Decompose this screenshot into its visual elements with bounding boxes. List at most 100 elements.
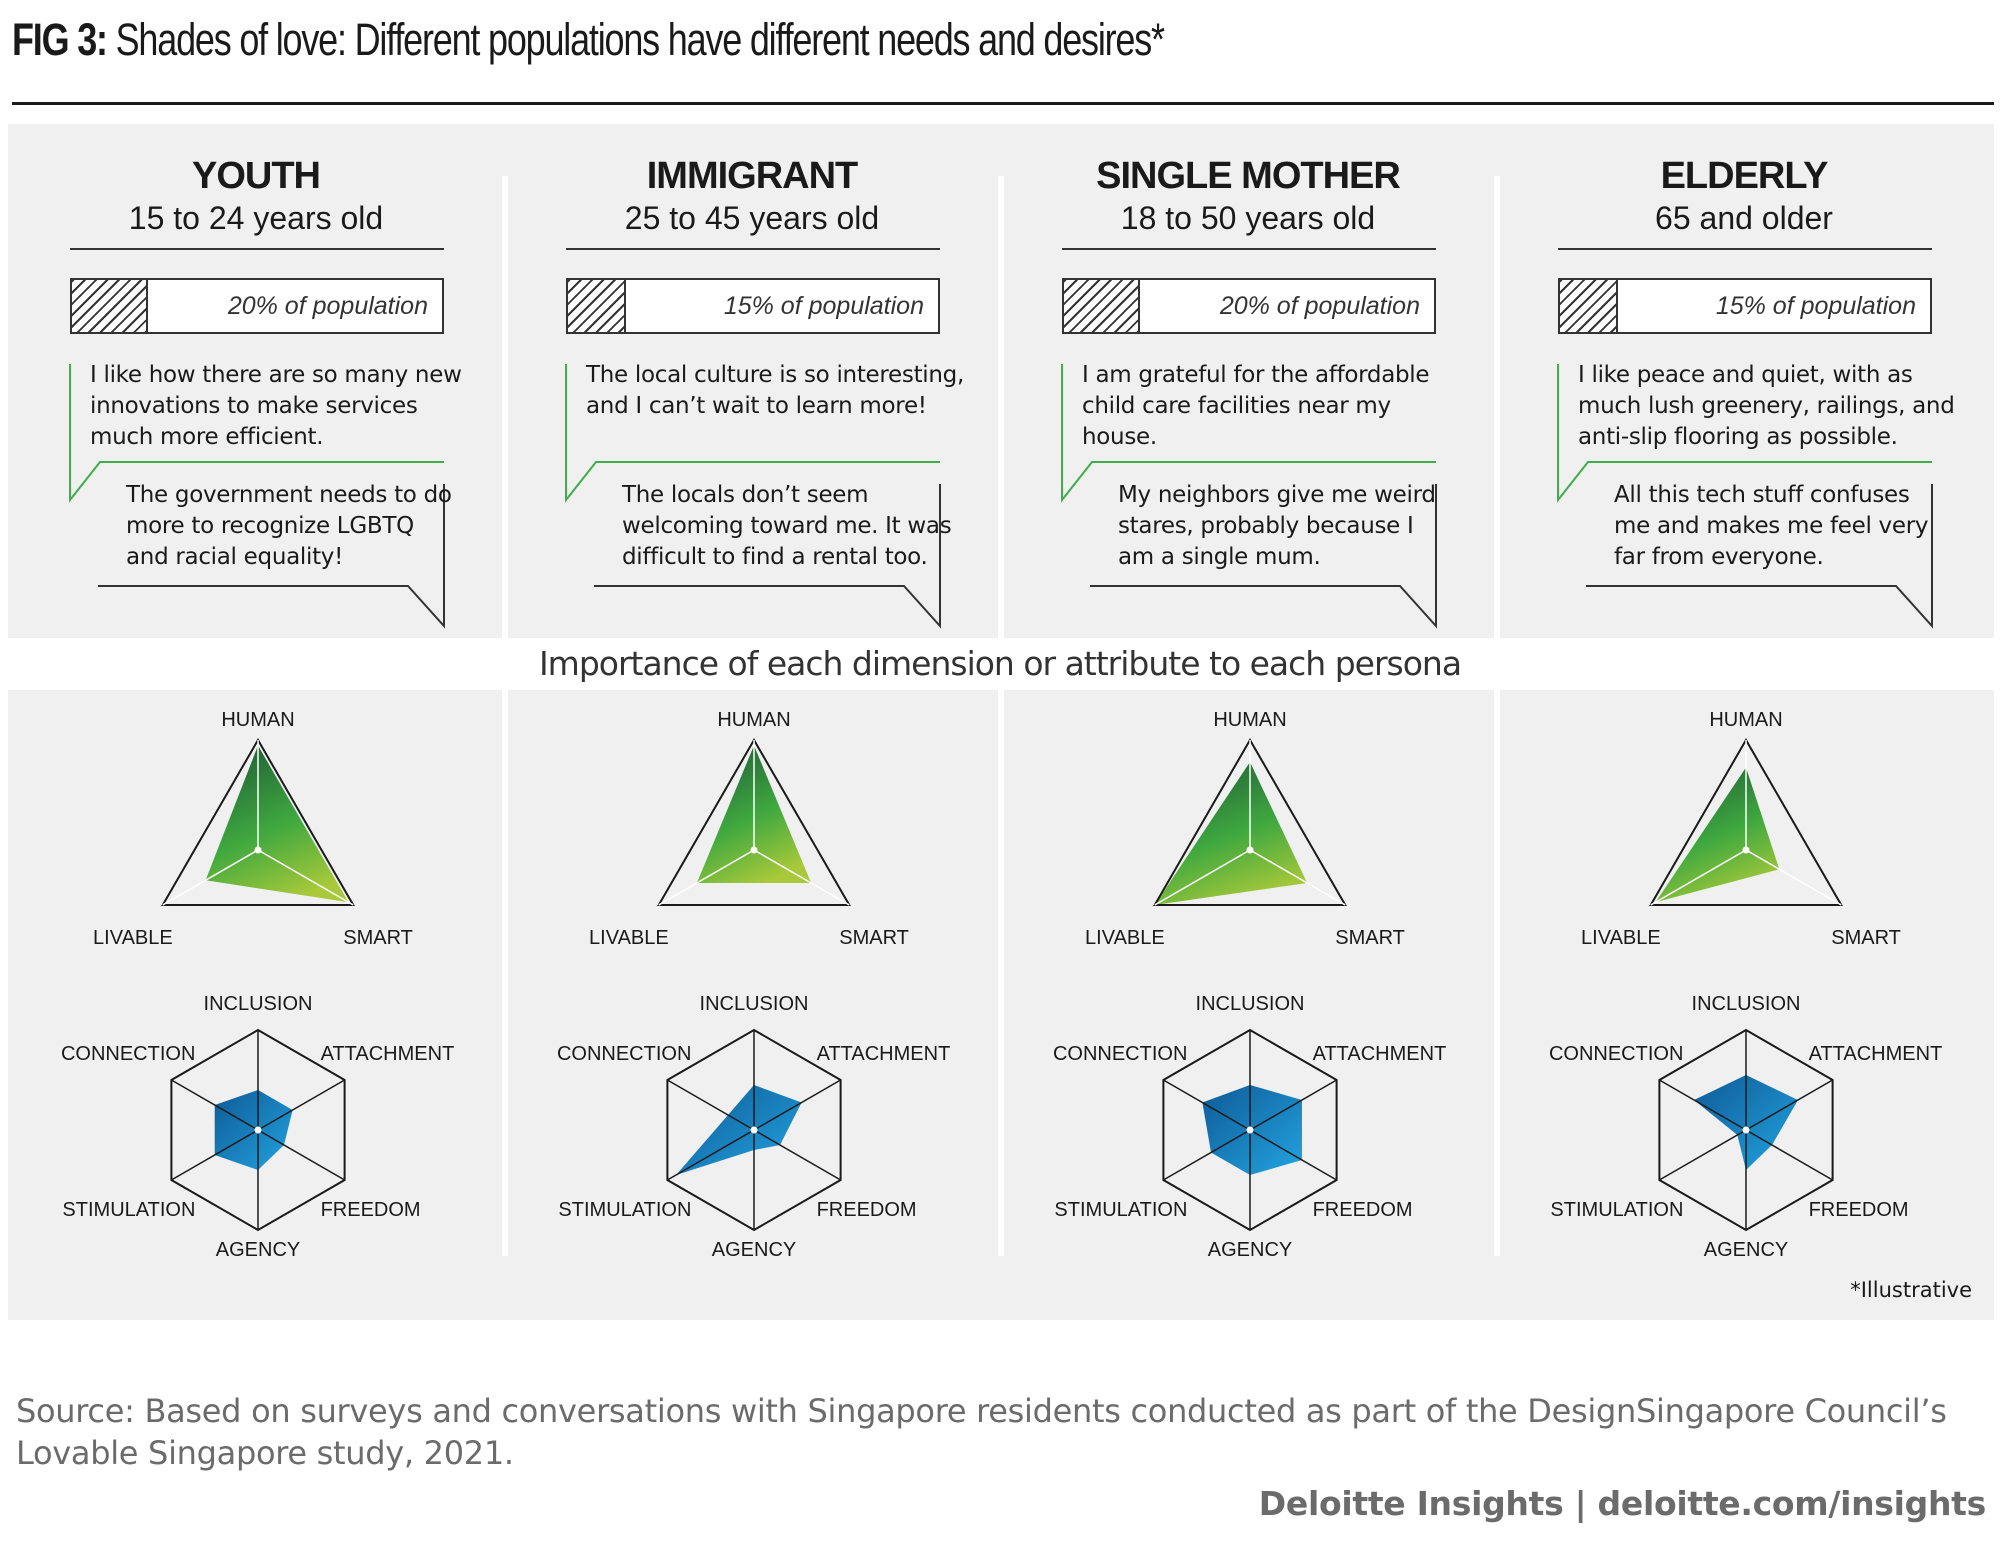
attribute-area: [676, 1085, 802, 1175]
attribute-spoke: [1249, 1079, 1337, 1131]
attribute-spoke: [257, 1079, 345, 1131]
column-divider: [1494, 690, 1500, 1256]
dimension-axis-label: SMART: [1335, 927, 1405, 949]
dimension-frame: [657, 737, 851, 906]
persona-rule: [1062, 248, 1436, 250]
attribute-axis-label: INCLUSION: [1692, 993, 1801, 1015]
attribute-spoke: [753, 1129, 841, 1181]
quote-bubbles: [565, 364, 941, 629]
attribute-spoke: [171, 1079, 259, 1131]
population-share-label: 15% of population: [723, 292, 924, 320]
population-share-bar: 15% of population: [1558, 278, 1932, 334]
positive-quote-bubble: [565, 364, 940, 503]
persona-card: YOUTH 15 to 24 years old 20% of population…: [8, 124, 504, 638]
persona-name: ELDERLY: [1660, 155, 1829, 197]
negative-quote-bubble: [1586, 484, 1933, 629]
attribute-axis-label: AGENCY: [712, 1239, 796, 1261]
quote-bubbles: [1061, 364, 1437, 629]
radar-svg: HUMAN SMART LIVABLE INCLUSION ATTACHMENT FREE…: [61, 709, 454, 1261]
dimension-axis-label: LIVABLE: [93, 927, 173, 949]
positive-quote: The local culture is so interesting, and…: [586, 362, 964, 419]
attribute-spoke: [1163, 1129, 1251, 1181]
dimension-axis-label: SMART: [1831, 927, 1901, 949]
attribute-axis-label: ATTACHMENT: [1809, 1043, 1943, 1065]
attribute-spoke: [1659, 1129, 1747, 1181]
dimension-axis-label: LIVABLE: [1581, 927, 1661, 949]
column-divider: [998, 690, 1004, 1256]
dimension-axis-label: HUMAN: [1709, 709, 1782, 731]
attribute-axis-label: AGENCY: [1208, 1239, 1292, 1261]
positive-quote-bubble: [1061, 364, 1436, 503]
persona-rule: [566, 248, 940, 250]
brand-credit: Deloitte Insights | deloitte.com/insight…: [1258, 1484, 1987, 1523]
dimension-axis-label: HUMAN: [221, 709, 294, 731]
attribute-axis-label: CONNECTION: [1053, 1043, 1187, 1065]
dimension-spoke: [658, 849, 755, 906]
attribute-axis-label: STIMULATION: [62, 1199, 195, 1221]
persona-card: ELDERLY 65 and older 15% of population I li…: [1496, 124, 1992, 638]
population-share-fill: [72, 280, 148, 332]
dimension-axis-label: HUMAN: [1213, 709, 1286, 731]
column-divider: [1494, 176, 1500, 638]
dimension-area: [205, 745, 349, 903]
attribute-spoke: [753, 1079, 841, 1131]
attribute-axis-label: INCLUSION: [1196, 993, 1305, 1015]
quote-bubbles: [69, 364, 445, 629]
dimension-frame: [1153, 737, 1347, 906]
attribute-axis-label: INCLUSION: [204, 993, 313, 1015]
quote-bubbles: [1557, 364, 1933, 629]
attribute-axis-label: ATTACHMENT: [1313, 1043, 1447, 1065]
dimension-axis-label: SMART: [839, 927, 909, 949]
attribute-spoke: [1745, 1079, 1833, 1131]
population-share-bar: 20% of population: [1062, 278, 1436, 334]
population-share-bar: 15% of population: [566, 278, 940, 334]
population-share-label: 20% of population: [1219, 292, 1420, 320]
persona-radar-panel: HUMAN SMART LIVABLE INCLUSION ATTACHMENT FREE…: [504, 690, 1000, 1320]
attribute-spoke: [1659, 1079, 1747, 1131]
positive-quote: I am grateful for the affordable child c…: [1082, 362, 1430, 450]
persona-name: SINGLE MOTHER: [1096, 155, 1401, 197]
attribute-center: [1246, 1126, 1254, 1134]
positive-quote-bubble: [69, 364, 444, 503]
attribute-spoke: [1249, 1129, 1337, 1181]
persona-name: YOUTH: [192, 155, 321, 197]
positive-quote-bubble: [1557, 364, 1932, 503]
persona-age: 18 to 50 years old: [1120, 200, 1376, 236]
attribute-axis-label: STIMULATION: [1550, 1199, 1683, 1221]
population-share-fill: [1064, 280, 1140, 332]
attribute-area: [214, 1090, 293, 1170]
column-divider: [502, 176, 508, 638]
dimension-frame: [1649, 737, 1843, 906]
dimension-spoke: [1745, 849, 1842, 906]
figure-title-text: Shades of love: Different populations ha…: [115, 14, 1165, 65]
attribute-spoke: [1745, 1129, 1833, 1181]
attribute-spoke: [257, 1129, 345, 1181]
dimension-center: [750, 846, 758, 854]
negative-quote: All this tech stuff confuses me and make…: [1614, 482, 1929, 570]
attribute-spoke: [667, 1079, 755, 1131]
column-divider: [998, 176, 1004, 638]
attribute-axis-label: CONNECTION: [557, 1043, 691, 1065]
attribute-axis-label: CONNECTION: [1549, 1043, 1683, 1065]
dimension-area: [1154, 762, 1308, 905]
persona-radar-panel: HUMAN SMART LIVABLE INCLUSION ATTACHMENT FREE…: [1000, 690, 1496, 1320]
column-divider: [502, 690, 508, 1256]
dimension-spoke: [1249, 849, 1346, 906]
attribute-axis-label: STIMULATION: [558, 1199, 691, 1221]
persona-radar-panel: HUMAN SMART LIVABLE INCLUSION ATTACHMENT FREE…: [1496, 690, 1992, 1320]
dimension-spoke: [1650, 849, 1747, 906]
dimension-center: [1742, 846, 1750, 854]
negative-quote-bubble: [1090, 484, 1437, 629]
dimension-center: [254, 846, 262, 854]
attribute-spoke: [1163, 1079, 1251, 1131]
population-share-fill: [568, 280, 626, 332]
source-note: Source: Based on surveys and conversatio…: [16, 1392, 1947, 1472]
attribute-center: [1742, 1126, 1750, 1134]
persona-age: 15 to 24 years old: [128, 200, 384, 236]
radar-svg: HUMAN SMART LIVABLE INCLUSION ATTACHMENT FREE…: [557, 709, 950, 1261]
positive-quote: I like how there are so many new innovat…: [90, 362, 462, 450]
population-share-label: 15% of population: [1715, 292, 1916, 320]
negative-quote: The government needs to do more to recog…: [126, 482, 452, 570]
persona-age: 25 to 45 years old: [624, 200, 880, 236]
population-share-label: 20% of population: [227, 292, 428, 320]
